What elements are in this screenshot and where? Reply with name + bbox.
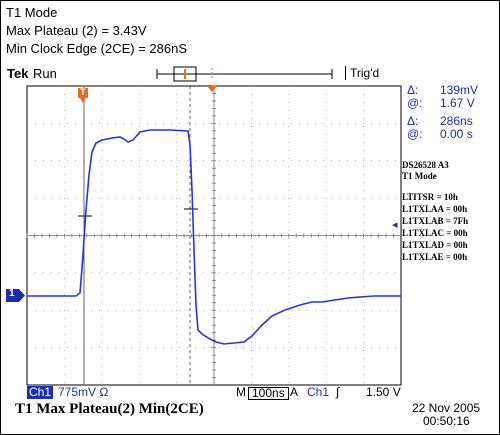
ch1-marker-label: 1 (9, 288, 15, 299)
trigger-level: 1.50 V (366, 385, 401, 399)
timebase-label: M (236, 385, 246, 399)
vertical-scale: 775mV Ω (58, 385, 109, 399)
trigger-level-arrow: ◂ (392, 219, 398, 231)
trigger-position-marker[interactable] (78, 88, 88, 103)
register-line: LTITSR = 10h (402, 192, 458, 202)
device-mode: T1 Mode (402, 171, 437, 181)
at-t-value: 0.00 s (440, 127, 473, 141)
ch1-ground-marker[interactable] (6, 289, 25, 302)
run-status: Run (33, 66, 57, 81)
timebase-value[interactable]: 100ns (248, 387, 289, 400)
trigger-marker-label: T (80, 87, 86, 97)
trigger-source: Ch1 (307, 385, 330, 399)
register-line: L1TXLAC = 00h (402, 228, 468, 238)
register-line: L1TXLAB = 7Fh (402, 216, 469, 226)
max-plateau-reading: Max Plateau (2) = 3.43V (6, 23, 147, 38)
min-clock-edge-reading: Min Clock Edge (2CE) = 286nS (6, 41, 188, 56)
at-t-symbol: @: (407, 127, 423, 141)
register-line: L1TXLAD = 00h (402, 240, 468, 250)
delta-t-symbol: Δ: (407, 114, 419, 128)
topbar-divider (345, 66, 346, 80)
record-bar (156, 66, 333, 82)
device-label: DS26528 A3 (402, 160, 449, 170)
trigger-time-marker[interactable] (207, 86, 217, 92)
delta-v-symbol: Δ: (407, 83, 419, 97)
at-v-value: 1.67 V (440, 96, 475, 110)
register-line: L1TXLAE = 00h (402, 252, 468, 262)
trigger-mode: A (290, 385, 299, 399)
capture-time: 00:50:16 (423, 414, 470, 428)
screen-caption: T1 Max Plateau(2) Min(2CE) (15, 401, 204, 417)
capture-date: 22 Nov 2005 (412, 401, 481, 415)
channel-button[interactable]: Ch1 (27, 385, 53, 399)
delta-v-value: 139mV (440, 83, 479, 97)
waveform-trace (27, 129, 401, 345)
trigger-slope-icon: ∫ (336, 385, 340, 399)
brand-logo: Tek (7, 66, 29, 81)
graticule-grid (26, 85, 401, 385)
delta-t-value: 286ns (440, 114, 473, 128)
register-line: L1TXLAA = 00h (402, 204, 468, 214)
at-v-symbol: @: (407, 96, 423, 110)
mode-title: T1 Mode (6, 5, 58, 20)
trigger-status: Trig'd (350, 66, 380, 80)
